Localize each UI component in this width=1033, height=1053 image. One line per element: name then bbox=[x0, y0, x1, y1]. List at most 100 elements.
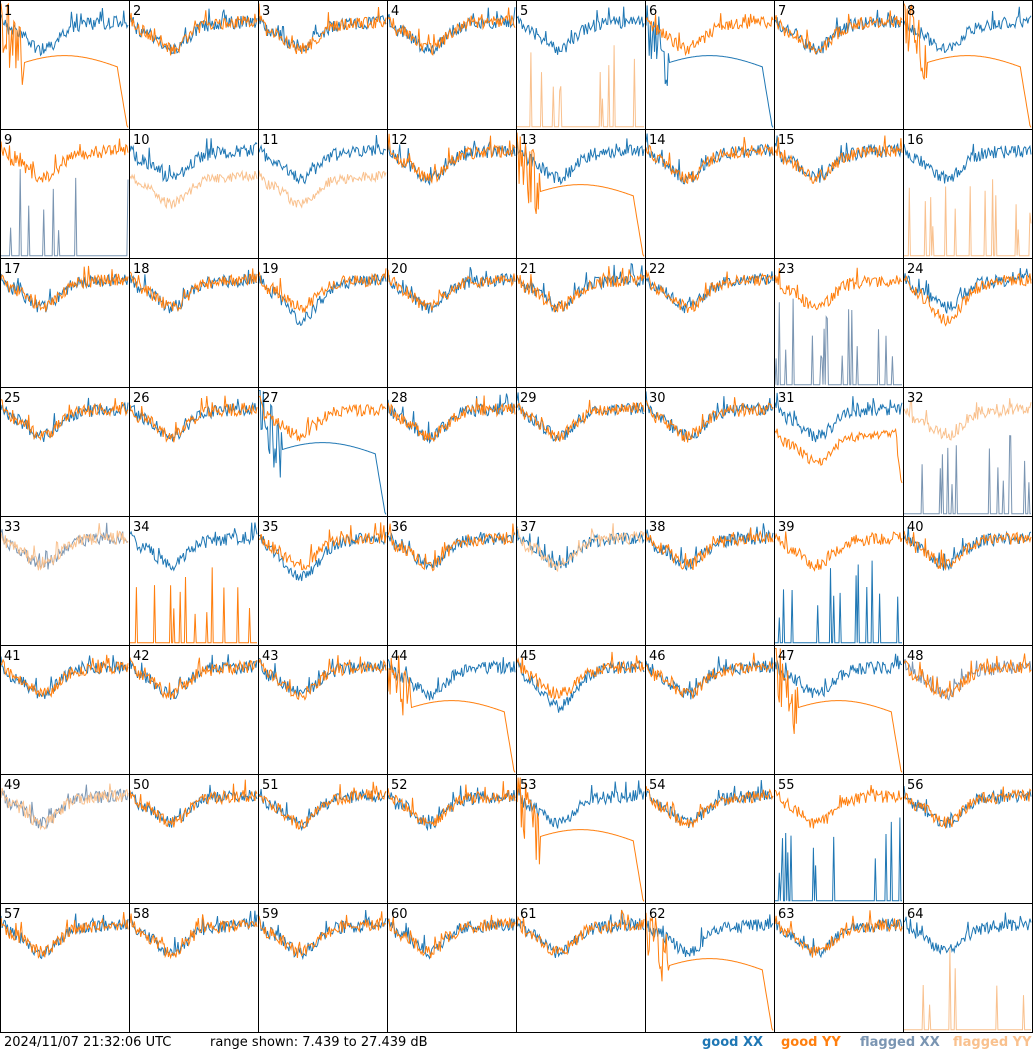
panel-border bbox=[516, 645, 646, 775]
panel-36-yy-line bbox=[387, 523, 516, 572]
panel-11: 11 bbox=[258, 129, 388, 259]
panel-49: 49 bbox=[0, 774, 130, 904]
panel-45-yy-line bbox=[516, 651, 645, 700]
panel-number: 26 bbox=[133, 391, 150, 406]
panel-3: 3 bbox=[258, 0, 388, 130]
panel-number: 40 bbox=[907, 520, 924, 535]
panel-number: 27 bbox=[262, 391, 279, 406]
panel-56-yy-line bbox=[903, 786, 1032, 829]
panel-1: 1 bbox=[0, 0, 130, 130]
panel-64-yy-line bbox=[904, 948, 1031, 1031]
panel-border bbox=[0, 387, 130, 517]
panel-11-yy-line bbox=[258, 170, 387, 209]
panel-8: 8 bbox=[903, 0, 1033, 130]
panel-number: 1 bbox=[4, 4, 12, 19]
panel-55: 55 bbox=[774, 774, 904, 904]
panel-16-yy-line bbox=[904, 179, 1032, 257]
panel-11-xx-line bbox=[258, 134, 387, 185]
panel-number: 49 bbox=[4, 778, 21, 793]
panel-number: 17 bbox=[4, 262, 21, 277]
panel-48-yy-line bbox=[903, 653, 1032, 699]
panel-62-xx-line bbox=[645, 914, 774, 957]
panel-19: 19 bbox=[258, 258, 388, 388]
panel-number: 24 bbox=[907, 262, 924, 277]
panel-32-yy-line bbox=[903, 398, 1032, 441]
panel-8-xx-line bbox=[903, 6, 1032, 54]
panel-27: 27 bbox=[258, 387, 388, 517]
panel-number: 36 bbox=[391, 520, 408, 535]
panel-border bbox=[129, 774, 259, 904]
panel-number: 37 bbox=[520, 520, 537, 535]
panel-number: 32 bbox=[907, 391, 924, 406]
panel-border bbox=[645, 516, 775, 646]
panel-border bbox=[645, 258, 775, 388]
panel-border bbox=[516, 903, 646, 1033]
panel-12-yy-line bbox=[387, 133, 516, 185]
panel-12: 12 bbox=[387, 129, 517, 259]
panel-46-yy-line bbox=[645, 652, 774, 699]
panel-number: 59 bbox=[262, 907, 279, 922]
panel-border bbox=[0, 774, 130, 904]
panel-1-yy-line bbox=[0, 2, 129, 128]
panel-53-yy-line bbox=[516, 777, 645, 902]
panel-number: 15 bbox=[778, 133, 795, 148]
panel-border bbox=[903, 516, 1033, 646]
panel-23-xx-line bbox=[774, 298, 902, 386]
panel-18: 18 bbox=[129, 258, 259, 388]
panel-number: 39 bbox=[778, 520, 795, 535]
panel-62: 62 bbox=[645, 903, 775, 1033]
panel-6-xx-line bbox=[645, 5, 774, 128]
panel-border bbox=[774, 0, 904, 130]
panel-43-yy-line bbox=[258, 655, 387, 701]
panel-51: 51 bbox=[258, 774, 388, 904]
panel-61-yy-line bbox=[516, 909, 645, 956]
panel-22-yy-line bbox=[645, 270, 774, 313]
panel-14: 14 bbox=[645, 129, 775, 259]
panel-35-yy-line bbox=[258, 522, 387, 571]
panel-number: 56 bbox=[907, 778, 924, 793]
panel-border bbox=[645, 774, 775, 904]
panel-10-xx-line bbox=[129, 138, 258, 183]
panel-6-yy-line bbox=[645, 13, 774, 57]
panel-number: 34 bbox=[133, 520, 150, 535]
panel-31-xx-line bbox=[774, 392, 903, 443]
panel-34-xx-line bbox=[129, 522, 258, 572]
panel-number: 23 bbox=[778, 262, 795, 277]
panel-border bbox=[0, 903, 130, 1033]
panel-number: 6 bbox=[649, 4, 657, 19]
panel-42: 42 bbox=[129, 645, 259, 775]
panel-54-xx-line bbox=[645, 779, 774, 829]
panel-20-yy-line bbox=[387, 269, 516, 311]
panel-number: 35 bbox=[262, 520, 279, 535]
panel-number: 29 bbox=[520, 391, 537, 406]
panel-29-yy-line bbox=[516, 399, 645, 443]
legend-flagged-xx: flagged XX bbox=[860, 1035, 940, 1050]
panel-number: 5 bbox=[520, 4, 528, 19]
panel-border bbox=[0, 0, 130, 130]
panel-number: 11 bbox=[262, 133, 279, 148]
panel-22: 22 bbox=[645, 258, 775, 388]
panel-7-yy-line bbox=[774, 10, 903, 55]
panel-41-yy-line bbox=[0, 654, 129, 698]
panel-16: 16 bbox=[903, 129, 1033, 259]
panel-52-yy-line bbox=[387, 781, 516, 827]
panel-32: 32 bbox=[903, 387, 1033, 517]
footer: 2024/11/07 21:32:06 UTC range shown: 7.4… bbox=[0, 1033, 1033, 1053]
timestamp: 2024/11/07 21:32:06 UTC bbox=[4, 1035, 172, 1050]
panel-52: 52 bbox=[387, 774, 517, 904]
panel-31: 31 bbox=[774, 387, 904, 517]
panel-36-xx-line bbox=[387, 531, 516, 571]
panel-13: 13 bbox=[516, 129, 646, 259]
panel-51-xx-line bbox=[258, 788, 387, 832]
panel-37-yy-line bbox=[516, 523, 645, 573]
panel-40-yy-line bbox=[903, 530, 1032, 571]
panel-60: 60 bbox=[387, 903, 517, 1033]
panel-border bbox=[0, 645, 130, 775]
panel-28-yy-line bbox=[387, 395, 516, 442]
panel-35-xx-line bbox=[258, 531, 387, 582]
panel-38-yy-line bbox=[645, 527, 774, 571]
panel-14-yy-line bbox=[645, 136, 774, 185]
panel-26-yy-line bbox=[129, 395, 258, 443]
panel-39: 39 bbox=[774, 516, 904, 646]
